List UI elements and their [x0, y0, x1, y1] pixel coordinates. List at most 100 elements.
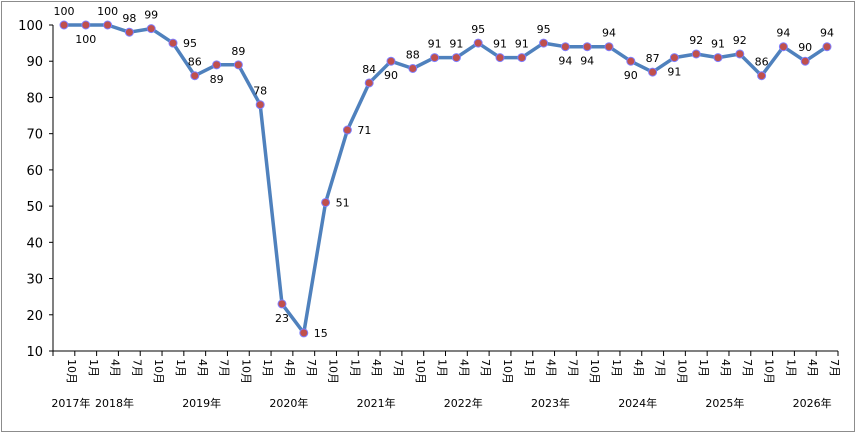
data-label: 95	[537, 23, 551, 36]
data-label: 15	[314, 327, 328, 340]
data-label: 89	[231, 45, 245, 58]
y-tick-label: 100	[18, 19, 43, 34]
data-point	[168, 38, 178, 48]
x-tick-label: 4月	[370, 359, 383, 377]
y-tick-label: 10	[26, 345, 43, 360]
y-tick-label: 90	[26, 55, 43, 70]
data-point	[800, 56, 810, 66]
x-tick-label: 1月	[523, 359, 536, 377]
x-tick-label: 10月	[327, 359, 340, 384]
series-line	[64, 23, 828, 335]
data-label: 94	[820, 27, 834, 40]
year-label: 2026年	[793, 396, 832, 410]
data-label: 91	[428, 38, 442, 51]
data-point	[473, 38, 483, 48]
data-point	[212, 60, 222, 70]
data-label: 89	[210, 73, 224, 86]
y-tick-label: 20	[26, 309, 43, 324]
data-point	[691, 49, 701, 59]
data-label: 91	[449, 38, 463, 51]
year-label: 2019年	[182, 396, 221, 410]
data-label: 78	[253, 85, 267, 98]
data-point	[321, 197, 331, 207]
x-tick-label: 7月	[566, 359, 579, 377]
data-point	[386, 56, 396, 66]
data-label: 99	[144, 9, 158, 22]
data-points	[59, 20, 832, 338]
x-tick-label: 7月	[392, 359, 405, 377]
data-point	[648, 67, 658, 77]
data-point	[408, 63, 418, 73]
data-point	[277, 299, 287, 309]
x-tick-label: 1月	[348, 359, 361, 377]
x-tick-label: 1月	[610, 359, 623, 377]
data-label: 100	[54, 5, 75, 18]
y-tick-label: 40	[26, 236, 43, 251]
x-tick-label: 10月	[414, 359, 427, 384]
x-tick-label: 10月	[239, 359, 252, 384]
x-tick-label: 10月	[501, 359, 514, 384]
data-label: 94	[558, 55, 572, 68]
data-label: 91	[711, 38, 725, 51]
data-label: 94	[580, 55, 594, 68]
data-point	[451, 53, 461, 63]
y-tick-label: 70	[26, 128, 43, 143]
x-tick-label: 10月	[588, 359, 601, 384]
year-labels: 2017年 2018年 2019年 2020年 2021年 2022年 2023年 2024年…	[51, 396, 831, 410]
y-tick-label: 50	[26, 200, 43, 215]
x-tick-label: 7月	[130, 359, 143, 377]
x-tick-label: 10月	[65, 359, 78, 384]
x-tick-label: 7月	[741, 359, 754, 377]
data-label: 86	[755, 56, 769, 69]
x-tick-label: 1月	[261, 359, 274, 377]
year-label: 2023年	[531, 396, 570, 410]
y-tick-label: 30	[26, 273, 43, 288]
x-tick-label: 4月	[719, 359, 732, 377]
y-tick-label: 60	[26, 164, 43, 179]
x-tick-label: 7月	[218, 359, 231, 377]
x-tick-label: 7月	[828, 359, 841, 377]
data-point	[342, 125, 352, 135]
year-label: 2022年	[444, 396, 483, 410]
x-tick-label: 7月	[654, 359, 667, 377]
x-tick-label: 7月	[305, 359, 318, 377]
data-labels: 100 100 100 98 99 95 86 89 89 78 23 15 51 71 84 90 88 91 9…	[54, 5, 835, 340]
x-tick-label: 1月	[697, 359, 710, 377]
data-label: 100	[75, 33, 96, 46]
data-point	[495, 53, 505, 63]
data-label: 91	[493, 38, 507, 51]
data-label: 88	[406, 48, 420, 61]
data-point	[299, 328, 309, 338]
x-tick-label: 1月	[174, 359, 187, 377]
data-label: 94	[776, 27, 790, 40]
x-tick-label: 10月	[152, 359, 165, 384]
x-tick-label: 1月	[784, 359, 797, 377]
data-point	[233, 60, 243, 70]
data-label: 92	[689, 34, 703, 47]
y-axis-ticks: 10 20 30 40 50 60 70 80 90 100	[18, 19, 53, 360]
data-label: 95	[471, 23, 485, 36]
year-label: 2021年	[357, 396, 396, 410]
year-label: 2025年	[705, 396, 744, 410]
data-point	[517, 53, 527, 63]
x-tick-label: 4月	[109, 359, 122, 377]
data-label: 95	[183, 37, 197, 50]
data-point	[539, 38, 549, 48]
data-point	[124, 27, 134, 37]
data-label: 84	[362, 63, 376, 76]
x-tick-label: 1月	[436, 359, 449, 377]
data-label: 90	[384, 69, 398, 82]
data-label: 86	[188, 56, 202, 69]
year-label: 2020年	[269, 396, 308, 410]
data-point	[430, 53, 440, 63]
y-tick-label: 80	[26, 91, 43, 106]
data-label: 92	[733, 34, 747, 47]
data-point	[81, 20, 91, 30]
data-label: 51	[336, 196, 350, 209]
data-point	[560, 42, 570, 52]
year-label: 2018年	[95, 396, 134, 410]
data-label: 91	[515, 38, 529, 51]
x-tick-label: 4月	[545, 359, 558, 377]
